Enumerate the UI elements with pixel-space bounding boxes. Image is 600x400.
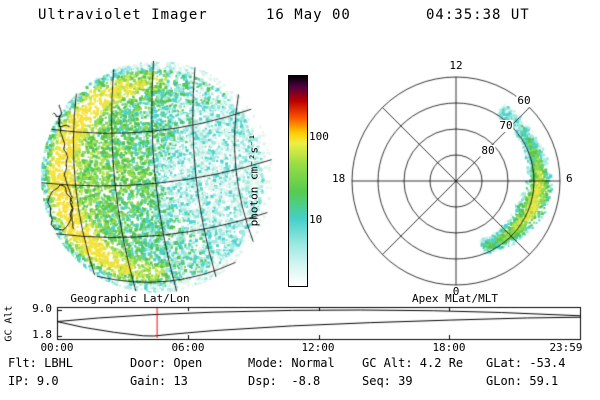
gc-alt-axis-label: GC Alt [3,304,15,342]
header-time: 04:35:38 UT [426,7,530,23]
status-door: Door: Open [130,356,203,370]
x-tick-1200: 12:00 [301,341,335,354]
polar-label-18: 18 [332,172,346,185]
colorbar-tick-100: 100 [309,130,329,143]
polar-ring-label-60: 60 [516,94,532,108]
polar-label-12: 12 [449,59,463,72]
polar-label-0: 0 [452,285,460,298]
gc-alt-canvas [50,300,590,348]
status-seq: Seq: 39 [362,374,413,388]
colorbar-label-wrap: photon cm⁻²s⁻¹ [246,75,262,285]
y-tick-bottom: 1.8 [32,328,52,341]
colorbar [288,75,308,287]
app-title: Ultraviolet Imager [38,7,208,23]
polar-ring-label-80: 80 [480,144,496,158]
status-ip: IP: 9.0 [8,374,59,388]
status-glon: GLon: 59.1 [486,374,559,388]
status-glat: GLat: -53.4 [486,356,566,370]
x-tick-2359: 23:59 [549,341,583,354]
gc-alt-axis-label-wrap: GC Alt [2,305,16,341]
colorbar-tick-10: 10 [309,213,323,226]
status-flt: Flt: LBHL [8,356,74,370]
status-gc-alt: GC Alt: 4.2 Re [362,356,464,370]
x-tick-0600: 06:00 [171,341,205,354]
y-tick-top: 9.0 [32,302,52,315]
status-mode: Mode: Normal [248,356,335,370]
colorbar-label: photon cm⁻²s⁻¹ [246,133,260,227]
uvi-disk-canvas [20,50,295,305]
header-date: 16 May 00 [266,7,351,23]
x-tick-1800: 18:00 [432,341,466,354]
status-gain: Gain: 13 [130,374,188,388]
apex-polar-canvas [340,64,585,304]
x-tick-0000: 00:00 [40,341,74,354]
polar-label-6: 6 [566,172,573,185]
status-dsp: Dsp: -8.8 [248,374,321,388]
polar-ring-label-70: 70 [498,119,514,133]
